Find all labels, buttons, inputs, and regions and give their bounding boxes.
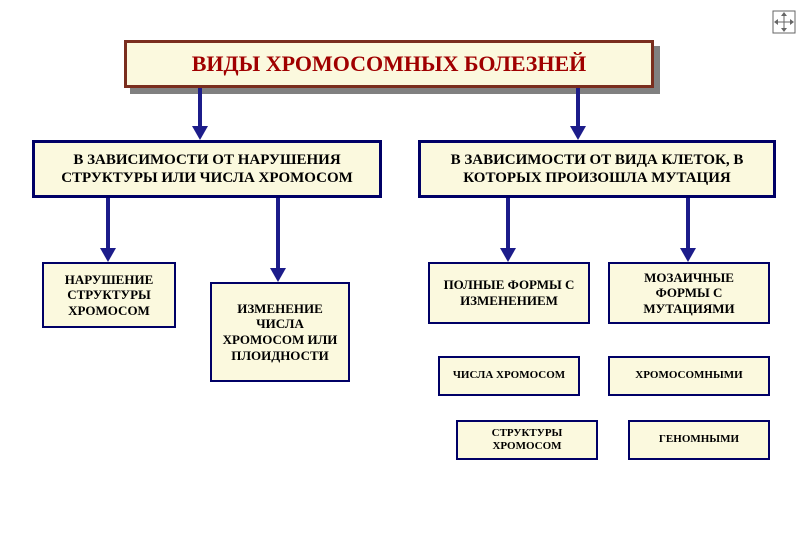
node-l_b: ИЗМЕНЕНИЕ ЧИСЛА ХРОМОСОМ ИЛИ ПЛОИДНОСТИ: [210, 282, 350, 382]
node-r_a2: СТРУКТУРЫ ХРОМОСОМ: [456, 420, 598, 460]
node-right: В ЗАВИСИМОСТИ ОТ ВИДА КЛЕТОК, В КОТОРЫХ …: [418, 140, 776, 198]
node-title: ВИДЫ ХРОМОСОМНЫХ БОЛЕЗНЕЙ: [124, 40, 654, 88]
corner-decorative-icon: [772, 10, 796, 34]
node-r_a1: ЧИСЛА ХРОМОСОМ: [438, 356, 580, 396]
node-r_b: МОЗАИЧНЫЕ ФОРМЫ С МУТАЦИЯМИ: [608, 262, 770, 324]
node-r_b1: ХРОМОСОМНЫМИ: [608, 356, 770, 396]
node-l_a: НАРУШЕНИЕ СТРУКТУРЫ ХРОМОСОМ: [42, 262, 176, 328]
node-left: В ЗАВИСИМОСТИ ОТ НАРУШЕНИЯ СТРУКТУРЫ ИЛИ…: [32, 140, 382, 198]
node-r_b2: ГЕНОМНЫМИ: [628, 420, 770, 460]
node-r_a: ПОЛНЫЕ ФОРМЫ С ИЗМЕНЕНИЕМ: [428, 262, 590, 324]
